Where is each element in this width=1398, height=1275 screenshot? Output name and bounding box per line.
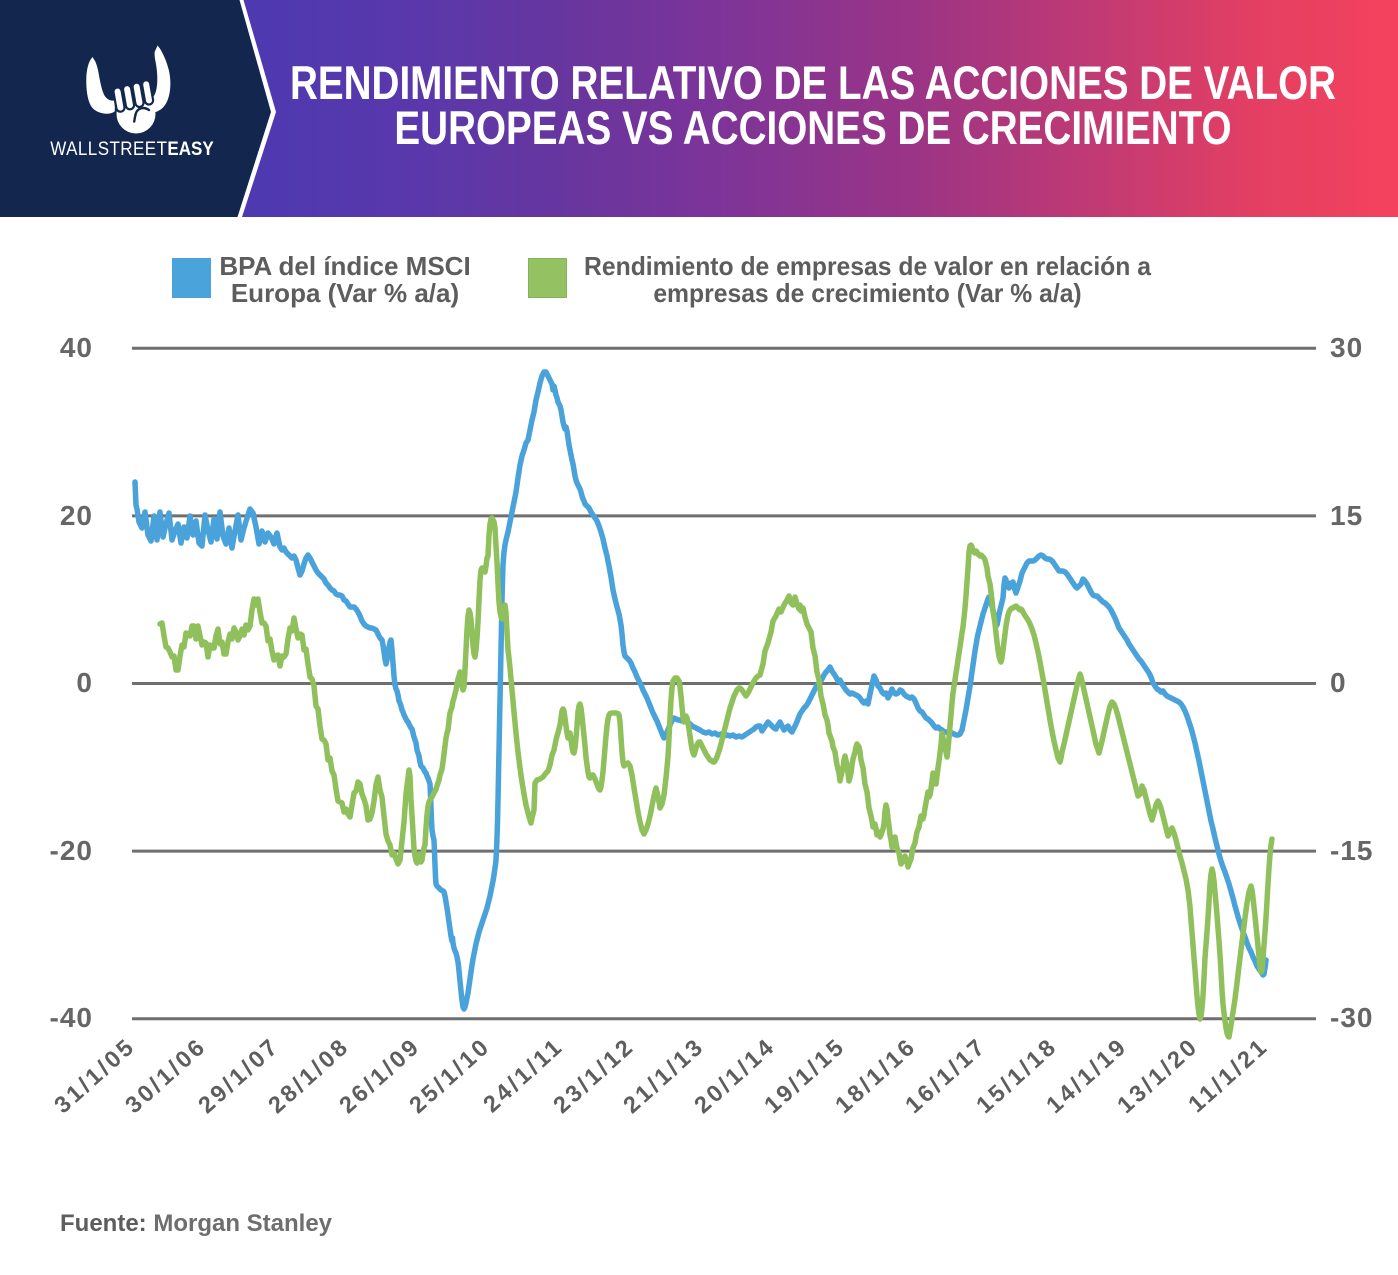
- svg-text:-20: -20: [50, 835, 93, 866]
- svg-text:0: 0: [76, 667, 93, 698]
- svg-text:15: 15: [1330, 500, 1363, 531]
- svg-text:20: 20: [60, 500, 93, 531]
- svg-text:WALLSTREETEASY: WALLSTREETEASY: [50, 138, 213, 159]
- svg-text:-30: -30: [1330, 1002, 1373, 1033]
- svg-text:40: 40: [60, 332, 93, 363]
- svg-text:-15: -15: [1330, 835, 1373, 866]
- svg-text:-40: -40: [50, 1002, 93, 1033]
- svg-text:30: 30: [1330, 332, 1363, 363]
- svg-text:0: 0: [1330, 667, 1347, 698]
